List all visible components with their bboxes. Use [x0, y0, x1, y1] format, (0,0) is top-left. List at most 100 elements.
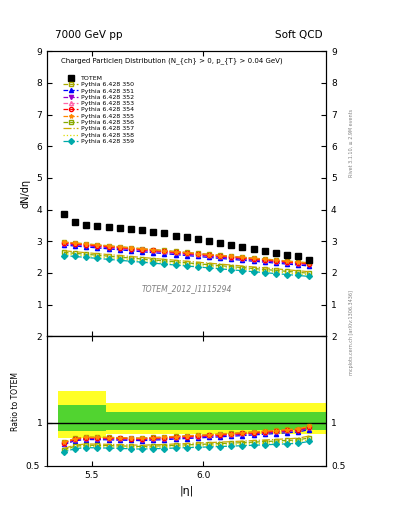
Pythia 6.428 353 — [84, 241, 88, 247]
Pythia 6.428 356 — [240, 265, 245, 271]
Pythia 6.428 358 — [285, 270, 290, 276]
Pythia 6.428 355 — [73, 240, 77, 246]
Pythia 6.428 358 — [173, 261, 178, 267]
Pythia 6.428 354 — [251, 256, 256, 262]
Pythia 6.428 358 — [118, 255, 122, 262]
Pythia 6.428 353 — [184, 250, 189, 256]
Pythia 6.428 353 — [73, 241, 77, 247]
Line: Pythia 6.428 351: Pythia 6.428 351 — [62, 243, 312, 268]
Pythia 6.428 354 — [84, 242, 88, 248]
Pythia 6.428 357 — [307, 269, 312, 275]
Pythia 6.428 352 — [240, 256, 245, 262]
Pythia 6.428 351 — [95, 245, 100, 251]
Y-axis label: dN/dη: dN/dη — [21, 179, 31, 208]
Pythia 6.428 352 — [274, 259, 278, 265]
TOTEM — [229, 242, 234, 248]
Text: mcplots.cern.ch [arXiv:1306.3436]: mcplots.cern.ch [arXiv:1306.3436] — [349, 290, 354, 375]
Pythia 6.428 350 — [129, 245, 133, 251]
Pythia 6.428 356 — [263, 266, 267, 272]
Pythia 6.428 352 — [195, 252, 200, 258]
Pythia 6.428 350 — [95, 242, 100, 248]
Pythia 6.428 353 — [218, 253, 222, 259]
Pythia 6.428 355 — [62, 239, 66, 245]
Pythia 6.428 356 — [195, 261, 200, 267]
Pythia 6.428 358 — [84, 253, 88, 259]
Pythia 6.428 356 — [251, 265, 256, 271]
TOTEM — [95, 223, 100, 229]
Pythia 6.428 353 — [62, 240, 66, 246]
Pythia 6.428 358 — [73, 252, 77, 258]
Pythia 6.428 354 — [229, 254, 234, 260]
Pythia 6.428 358 — [307, 272, 312, 278]
Pythia 6.428 355 — [129, 245, 133, 251]
Pythia 6.428 357 — [285, 267, 290, 273]
Pythia 6.428 359 — [73, 253, 77, 260]
TOTEM — [218, 240, 222, 246]
Line: Pythia 6.428 350: Pythia 6.428 350 — [62, 240, 312, 265]
Pythia 6.428 355 — [285, 258, 290, 264]
Pythia 6.428 355 — [240, 254, 245, 261]
TOTEM — [207, 238, 211, 244]
Pythia 6.428 351 — [285, 261, 290, 267]
Bar — [58, 391, 107, 438]
Pythia 6.428 359 — [285, 271, 290, 278]
Text: Soft QCD: Soft QCD — [275, 30, 322, 40]
Pythia 6.428 357 — [251, 264, 256, 270]
Pythia 6.428 356 — [307, 270, 312, 276]
Line: TOTEM: TOTEM — [61, 211, 312, 263]
Line: Pythia 6.428 352: Pythia 6.428 352 — [62, 242, 312, 267]
Pythia 6.428 359 — [118, 257, 122, 263]
Pythia 6.428 356 — [229, 264, 234, 270]
Pythia 6.428 358 — [229, 265, 234, 271]
Pythia 6.428 358 — [106, 254, 111, 261]
Text: 7000 GeV pp: 7000 GeV pp — [55, 30, 123, 40]
Pythia 6.428 351 — [207, 254, 211, 261]
Pythia 6.428 359 — [263, 270, 267, 276]
TOTEM — [307, 257, 312, 263]
Pythia 6.428 356 — [207, 262, 211, 268]
Pythia 6.428 359 — [62, 252, 66, 259]
Pythia 6.428 354 — [207, 252, 211, 258]
Pythia 6.428 353 — [151, 247, 156, 253]
Legend: TOTEM, Pythia 6.428 350, Pythia 6.428 351, Pythia 6.428 352, Pythia 6.428 353, P: TOTEM, Pythia 6.428 350, Pythia 6.428 35… — [61, 74, 135, 145]
Pythia 6.428 351 — [195, 253, 200, 260]
Pythia 6.428 352 — [84, 243, 88, 249]
Pythia 6.428 358 — [140, 258, 144, 264]
Pythia 6.428 359 — [95, 255, 100, 262]
Pythia 6.428 359 — [229, 267, 234, 273]
Pythia 6.428 359 — [307, 273, 312, 280]
Pythia 6.428 359 — [106, 257, 111, 263]
TOTEM — [62, 211, 66, 218]
Pythia 6.428 352 — [140, 247, 144, 253]
Pythia 6.428 350 — [140, 245, 144, 251]
Pythia 6.428 359 — [184, 263, 189, 269]
Pythia 6.428 354 — [296, 260, 301, 266]
Pythia 6.428 359 — [240, 268, 245, 274]
Pythia 6.428 356 — [140, 256, 144, 262]
Pythia 6.428 350 — [151, 246, 156, 252]
Pythia 6.428 356 — [62, 249, 66, 255]
Pythia 6.428 351 — [240, 257, 245, 263]
Pythia 6.428 359 — [207, 265, 211, 271]
TOTEM — [274, 250, 278, 256]
Pythia 6.428 351 — [274, 260, 278, 266]
Pythia 6.428 353 — [195, 251, 200, 257]
Pythia 6.428 353 — [118, 244, 122, 250]
Pythia 6.428 354 — [95, 243, 100, 249]
TOTEM — [184, 234, 189, 241]
Pythia 6.428 351 — [251, 258, 256, 264]
Text: Rivet 3.1.10, ≥ 2.9M events: Rivet 3.1.10, ≥ 2.9M events — [349, 109, 354, 178]
Pythia 6.428 355 — [84, 241, 88, 247]
Pythia 6.428 358 — [62, 251, 66, 257]
Pythia 6.428 355 — [106, 243, 111, 249]
Pythia 6.428 350 — [296, 259, 301, 265]
Pythia 6.428 353 — [207, 252, 211, 258]
Pythia 6.428 352 — [173, 250, 178, 257]
Pythia 6.428 350 — [173, 248, 178, 254]
Pythia 6.428 353 — [274, 258, 278, 264]
Pythia 6.428 351 — [140, 249, 144, 255]
Pythia 6.428 356 — [162, 258, 167, 264]
Line: Pythia 6.428 355: Pythia 6.428 355 — [62, 240, 312, 265]
Pythia 6.428 352 — [263, 258, 267, 264]
Pythia 6.428 353 — [229, 254, 234, 260]
